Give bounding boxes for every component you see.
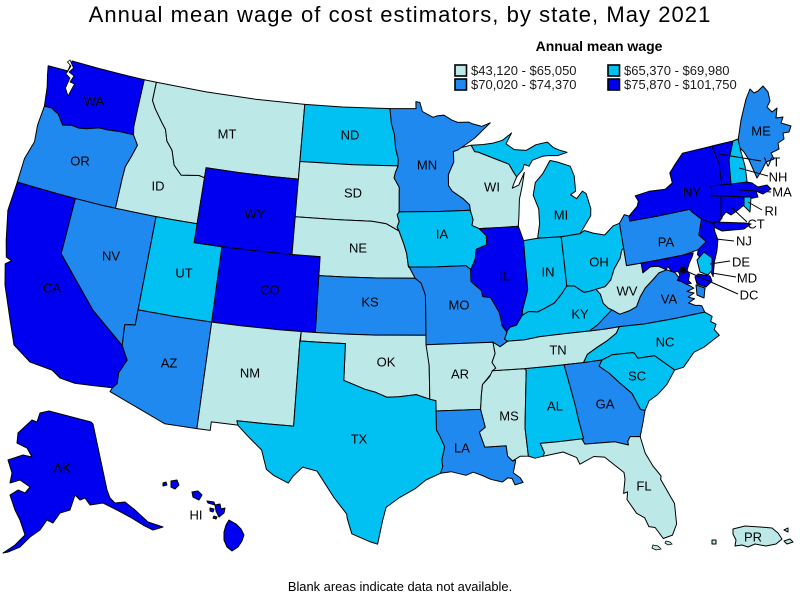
svg-text:MI: MI — [554, 208, 568, 223]
svg-text:TN: TN — [549, 343, 566, 358]
svg-text:PA: PA — [658, 235, 675, 250]
svg-text:AL: AL — [547, 399, 563, 414]
svg-text:Annual mean wage: Annual mean wage — [536, 38, 663, 54]
svg-text:TX: TX — [351, 432, 368, 447]
svg-text:RI: RI — [765, 204, 778, 219]
svg-text:WA: WA — [84, 94, 105, 109]
svg-text:$70,020 - $74,370: $70,020 - $74,370 — [471, 77, 577, 92]
svg-text:OR: OR — [70, 154, 90, 169]
svg-text:SD: SD — [344, 186, 362, 201]
svg-text:KS: KS — [361, 295, 379, 310]
svg-text:KY: KY — [571, 307, 589, 322]
svg-text:MS: MS — [499, 409, 519, 424]
svg-text:MD: MD — [737, 271, 757, 286]
svg-text:MN: MN — [417, 158, 437, 173]
svg-text:PR: PR — [744, 530, 762, 545]
svg-text:CA: CA — [43, 281, 61, 296]
svg-text:DC: DC — [740, 288, 759, 303]
svg-text:NJ: NJ — [736, 234, 752, 249]
svg-text:MT: MT — [218, 127, 237, 142]
svg-text:CT: CT — [747, 217, 764, 232]
svg-text:WV: WV — [617, 284, 638, 299]
svg-text:ND: ND — [341, 128, 360, 143]
svg-text:AR: AR — [451, 367, 469, 382]
svg-text:CO: CO — [260, 283, 280, 298]
svg-text:NH: NH — [769, 170, 788, 185]
svg-text:VT: VT — [764, 155, 781, 170]
svg-text:Annual mean wage of cost estim: Annual mean wage of cost estimators, by … — [89, 2, 712, 27]
svg-text:ID: ID — [152, 179, 165, 194]
svg-text:GA: GA — [596, 397, 615, 412]
svg-text:$65,370 - $69,980: $65,370 - $69,980 — [624, 63, 730, 78]
svg-text:NC: NC — [656, 335, 675, 350]
svg-text:LA: LA — [454, 441, 470, 456]
svg-text:DE: DE — [732, 255, 750, 270]
svg-text:OH: OH — [589, 255, 609, 270]
svg-text:FL: FL — [636, 479, 651, 494]
svg-text:AZ: AZ — [161, 356, 178, 371]
svg-text:NY: NY — [683, 185, 701, 200]
svg-text:IL: IL — [500, 269, 511, 284]
svg-text:HI: HI — [190, 508, 203, 523]
svg-text:UT: UT — [175, 266, 192, 281]
svg-text:NV: NV — [102, 249, 120, 264]
svg-text:OK: OK — [377, 355, 396, 370]
svg-text:SC: SC — [628, 369, 646, 384]
svg-text:$43,120 - $65,050: $43,120 - $65,050 — [471, 63, 577, 78]
svg-text:AK: AK — [53, 461, 71, 476]
svg-text:WY: WY — [245, 207, 266, 222]
svg-text:MA: MA — [772, 185, 792, 200]
svg-text:IA: IA — [436, 227, 449, 242]
svg-text:ME: ME — [751, 124, 771, 139]
svg-text:IN: IN — [542, 265, 555, 280]
svg-text:VA: VA — [661, 292, 678, 307]
svg-text:MO: MO — [449, 298, 470, 313]
svg-text:NM: NM — [240, 366, 260, 381]
svg-text:Blank areas indicate data not: Blank areas indicate data not available. — [288, 579, 512, 594]
svg-text:WI: WI — [484, 180, 500, 195]
svg-text:$75,870 - $101,750: $75,870 - $101,750 — [624, 77, 737, 92]
svg-text:NE: NE — [349, 241, 367, 256]
